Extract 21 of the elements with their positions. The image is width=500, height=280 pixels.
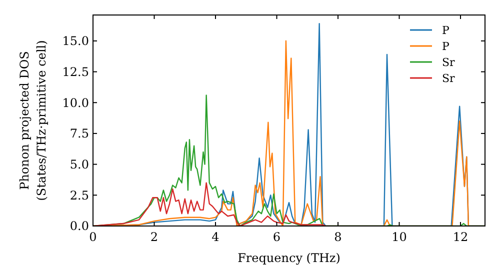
- x-tick-label: 10: [392, 230, 407, 244]
- legend-label: Sr: [442, 56, 456, 69]
- x-tick-label: 2: [150, 230, 158, 244]
- legend-label: Sr: [442, 72, 456, 85]
- y-tick-label: 10.0: [62, 96, 89, 110]
- y-tick-label: 5.0: [70, 158, 89, 172]
- x-tick-label: 4: [212, 230, 220, 244]
- y-tick-label: 12.5: [62, 64, 89, 79]
- y-tick-label: 0.0: [70, 219, 89, 234]
- x-tick-label: 6: [272, 230, 281, 244]
- y-tick-label: 2.5: [70, 188, 89, 202]
- line-series: [93, 182, 326, 226]
- x-axis-title: Frequency (THz): [238, 251, 340, 265]
- x-tick-label: 0: [89, 230, 97, 244]
- x-tick-label: 12: [452, 230, 468, 244]
- y-tick-label: 15.0: [62, 34, 89, 48]
- y-tick-label: 7.5: [70, 126, 89, 141]
- y-axis-title: Phonon projected DOS (States/THz·primitive cell): [18, 40, 48, 201]
- legend-label: P: [442, 24, 450, 37]
- legend-label: P: [442, 40, 450, 53]
- x-tick-label: 8: [334, 230, 342, 244]
